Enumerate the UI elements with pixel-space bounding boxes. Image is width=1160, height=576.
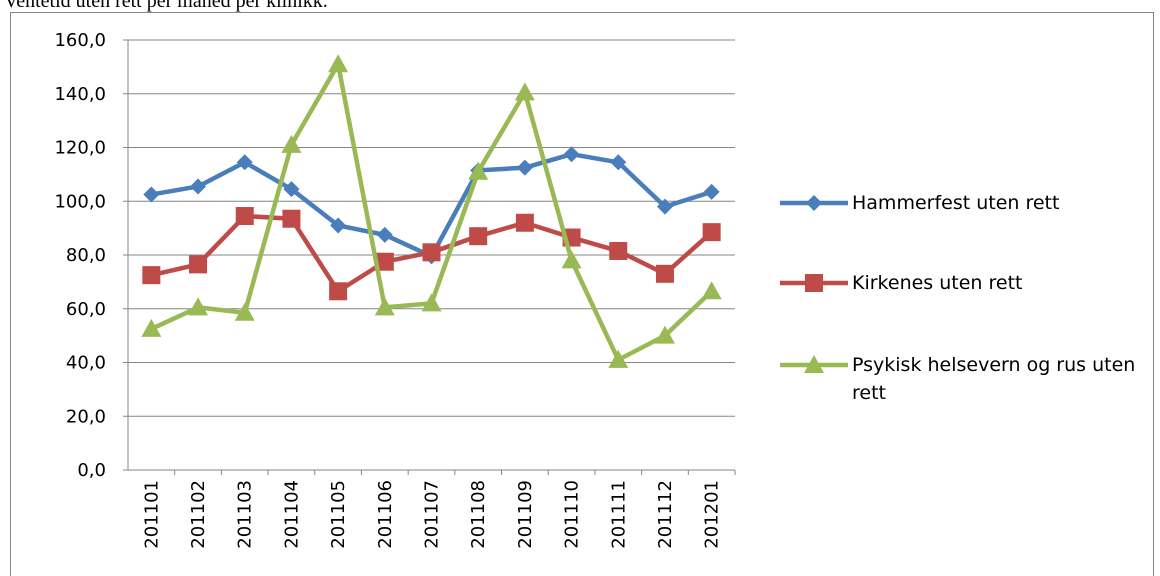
x-tick-label: 201111 xyxy=(608,480,629,549)
marker xyxy=(189,255,208,274)
marker xyxy=(330,217,347,234)
marker xyxy=(469,227,488,246)
marker xyxy=(656,198,673,215)
chart-title: Ventetid uten rett per måned per klinikk… xyxy=(4,0,328,12)
marker xyxy=(190,178,207,195)
marker xyxy=(188,297,209,316)
marker xyxy=(235,207,254,226)
series-line xyxy=(150,151,713,259)
x-tick-label: 201110 xyxy=(562,480,583,549)
x-tick-label: 201108 xyxy=(468,480,489,549)
marker xyxy=(515,213,534,232)
marker xyxy=(608,349,629,368)
marker xyxy=(142,266,161,285)
x-tick-label: 201101 xyxy=(141,480,162,549)
y-tick-label: 100,0 xyxy=(54,191,106,212)
marker xyxy=(328,54,349,73)
y-tick-label: 60,0 xyxy=(66,299,106,320)
marker xyxy=(654,325,675,344)
marker xyxy=(234,302,255,321)
marker xyxy=(655,264,674,283)
marker xyxy=(610,154,627,171)
marker xyxy=(804,355,824,373)
x-tick-label: 201102 xyxy=(188,480,209,549)
marker xyxy=(514,82,535,101)
marker xyxy=(806,195,822,211)
chart-frame xyxy=(10,12,1154,576)
x-tick-label: 201109 xyxy=(515,480,536,549)
marker xyxy=(421,293,442,312)
marker xyxy=(375,252,394,271)
marker xyxy=(516,159,533,176)
marker xyxy=(236,154,253,171)
marker xyxy=(376,226,393,243)
x-tick-label: 201103 xyxy=(235,480,256,549)
marker xyxy=(609,241,628,260)
y-tick-label: 20,0 xyxy=(66,406,106,427)
x-tick-label: 201107 xyxy=(422,480,443,549)
marker xyxy=(281,134,302,153)
marker xyxy=(702,223,721,242)
marker xyxy=(374,297,395,316)
marker xyxy=(143,186,160,203)
marker xyxy=(701,281,722,300)
y-tick-label: 80,0 xyxy=(66,245,106,266)
x-tick-label: 201104 xyxy=(281,480,302,549)
marker xyxy=(468,161,489,180)
y-tick-label: 120,0 xyxy=(54,138,106,159)
y-tick-label: 40,0 xyxy=(66,353,106,374)
x-tick-label: 201112 xyxy=(655,480,676,549)
marker xyxy=(805,274,823,292)
legend-label: Kirkenes uten rett xyxy=(852,272,1023,294)
x-tick-label: 201106 xyxy=(375,480,396,549)
marker xyxy=(282,209,301,228)
marker xyxy=(703,183,720,200)
legend-label: Hammerfest uten rett xyxy=(852,192,1060,214)
marker xyxy=(563,146,580,163)
series-line xyxy=(150,61,714,363)
y-tick-label: 160,0 xyxy=(54,30,106,51)
x-tick-label: 201105 xyxy=(328,480,349,549)
marker xyxy=(141,318,162,337)
y-tick-label: 0,0 xyxy=(77,460,106,481)
x-tick-label: 201201 xyxy=(702,480,723,549)
marker xyxy=(283,181,300,198)
marker xyxy=(561,250,582,269)
legend-label: Psykisk helsevern og rus uten rett xyxy=(852,354,1136,404)
y-tick-label: 140,0 xyxy=(54,84,106,105)
marker xyxy=(422,243,441,262)
marker xyxy=(329,282,348,301)
